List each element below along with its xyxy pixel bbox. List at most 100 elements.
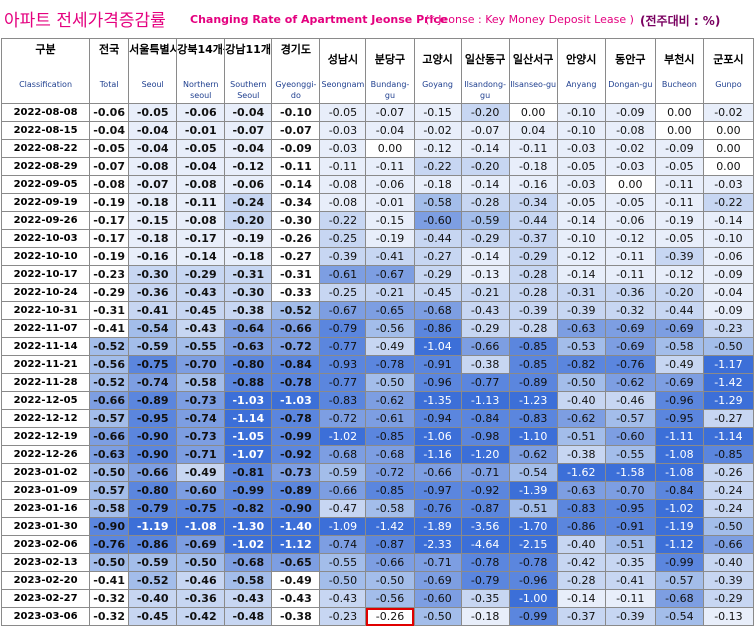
value-cell: -0.64 [224, 319, 273, 338]
value-cell: -0.70 [604, 481, 656, 500]
value-cell: -0.12 [556, 247, 606, 266]
value-cell: -0.99 [224, 481, 273, 500]
value-cell: -0.32 [89, 589, 130, 608]
value-cell: -0.43 [176, 319, 226, 338]
value-cell: -0.09 [271, 139, 321, 158]
value-cell: -0.14 [556, 211, 606, 230]
value-cell: -0.01 [176, 121, 226, 140]
value-cell: -0.38 [224, 301, 273, 320]
value-cell: -0.27 [702, 409, 755, 428]
value-cell: -0.99 [508, 607, 558, 626]
value-cell: -0.05 [89, 139, 130, 158]
value-cell: -0.07 [365, 103, 415, 122]
value-cell: -1.08 [654, 463, 704, 482]
value-cell: -0.18 [508, 157, 558, 176]
value-cell: -0.76 [604, 355, 656, 374]
value-cell: -0.44 [508, 211, 558, 230]
value-cell: -1.17 [702, 355, 755, 374]
value-cell: -0.14 [702, 211, 755, 230]
value-cell: -0.22 [319, 211, 367, 230]
table-row: 2022-12-26 -0.63 -0.90 -0.71 -1.07 -0.92 -0.68… [0, 445, 755, 464]
column-header: 강북14개구 Northern seoul [176, 38, 226, 104]
value-cell: -0.85 [365, 427, 415, 446]
value-cell: -0.26 [702, 463, 755, 482]
value-cell: -0.96 [413, 373, 462, 392]
value-cell: -0.99 [271, 427, 321, 446]
value-cell: -0.27 [271, 247, 321, 266]
value-cell: -0.04 [128, 139, 178, 158]
value-cell: -1.19 [654, 517, 704, 536]
value-cell: -0.39 [604, 607, 656, 626]
value-cell: -0.15 [128, 211, 178, 230]
value-cell: -0.19 [89, 247, 130, 266]
value-cell: -1.08 [654, 445, 704, 464]
value-cell: -1.19 [128, 517, 178, 536]
value-cell: -0.37 [508, 229, 558, 248]
value-cell: -0.41 [89, 571, 130, 590]
value-cell: -0.50 [365, 571, 415, 590]
value-cell: -1.08 [176, 517, 226, 536]
value-cell: -0.54 [128, 319, 178, 338]
value-cell: -0.26 [271, 229, 321, 248]
value-cell: -0.18 [224, 247, 273, 266]
row-date: 2023-02-13 [0, 553, 91, 572]
value-cell: -0.96 [508, 571, 558, 590]
value-cell: -1.23 [508, 391, 558, 410]
value-cell: -0.43 [319, 589, 367, 608]
value-cell: -1.42 [365, 517, 415, 536]
value-cell: -0.61 [365, 409, 415, 428]
table-row: 2022-08-15 -0.04 -0.04 -0.01 -0.07 -0.07 -0.03… [0, 121, 755, 140]
row-date: 2022-11-14 [0, 337, 91, 356]
value-cell: -0.38 [460, 355, 510, 374]
value-cell: -0.06 [365, 175, 415, 194]
value-cell: -0.60 [176, 481, 226, 500]
value-cell: -0.71 [176, 445, 226, 464]
column-header: 경기도 Gyeonggi-do [271, 38, 321, 104]
value-cell: -0.47 [319, 499, 367, 518]
value-cell: -0.69 [176, 535, 226, 554]
value-cell: -0.04 [702, 283, 755, 302]
value-cell: -0.86 [556, 517, 606, 536]
column-header-english: Dongan-gu [608, 80, 653, 89]
value-cell: -0.42 [176, 607, 226, 626]
value-cell: -0.30 [271, 211, 321, 230]
column-header-korean: 구분 [35, 43, 56, 56]
value-cell: -0.49 [365, 337, 415, 356]
row-date: 2022-12-19 [0, 427, 91, 446]
value-cell: -0.14 [556, 589, 606, 608]
value-cell: -0.69 [654, 373, 704, 392]
value-cell: -0.59 [128, 337, 178, 356]
value-cell: -0.29 [460, 229, 510, 248]
value-cell: -0.07 [224, 121, 273, 140]
value-cell: -1.20 [460, 445, 510, 464]
value-cell: -0.03 [702, 175, 755, 194]
value-cell: -0.84 [654, 481, 704, 500]
value-cell: -0.50 [319, 571, 367, 590]
value-cell: -0.07 [271, 121, 321, 140]
value-cell: -0.23 [319, 607, 367, 626]
value-cell: -1.09 [319, 517, 367, 536]
value-cell: -0.17 [89, 229, 130, 248]
value-cell: -0.34 [508, 193, 558, 212]
value-cell: -0.66 [271, 319, 321, 338]
value-cell: -0.44 [654, 301, 704, 320]
value-cell: -0.50 [365, 373, 415, 392]
value-cell: -0.89 [128, 391, 178, 410]
value-cell: -0.69 [604, 337, 656, 356]
column-header-english: Total [99, 80, 119, 89]
value-cell: -0.56 [365, 589, 415, 608]
value-cell: -0.43 [460, 301, 510, 320]
value-cell: -0.28 [508, 283, 558, 302]
value-cell: -0.36 [604, 283, 656, 302]
table-row: 2022-11-21 -0.56 -0.75 -0.70 -0.80 -0.84 -0.93… [0, 355, 755, 374]
value-cell: -0.29 [413, 265, 462, 284]
value-cell: -0.62 [556, 409, 606, 428]
value-cell: -0.04 [176, 157, 226, 176]
value-cell: -0.06 [224, 175, 273, 194]
value-cell: -1.06 [413, 427, 462, 446]
value-cell: -0.86 [413, 319, 462, 338]
column-header-korean: 전국 [99, 43, 120, 56]
row-date: 2023-02-06 [0, 535, 91, 554]
value-cell: 0.00 [702, 157, 755, 176]
value-cell: -1.12 [271, 535, 321, 554]
